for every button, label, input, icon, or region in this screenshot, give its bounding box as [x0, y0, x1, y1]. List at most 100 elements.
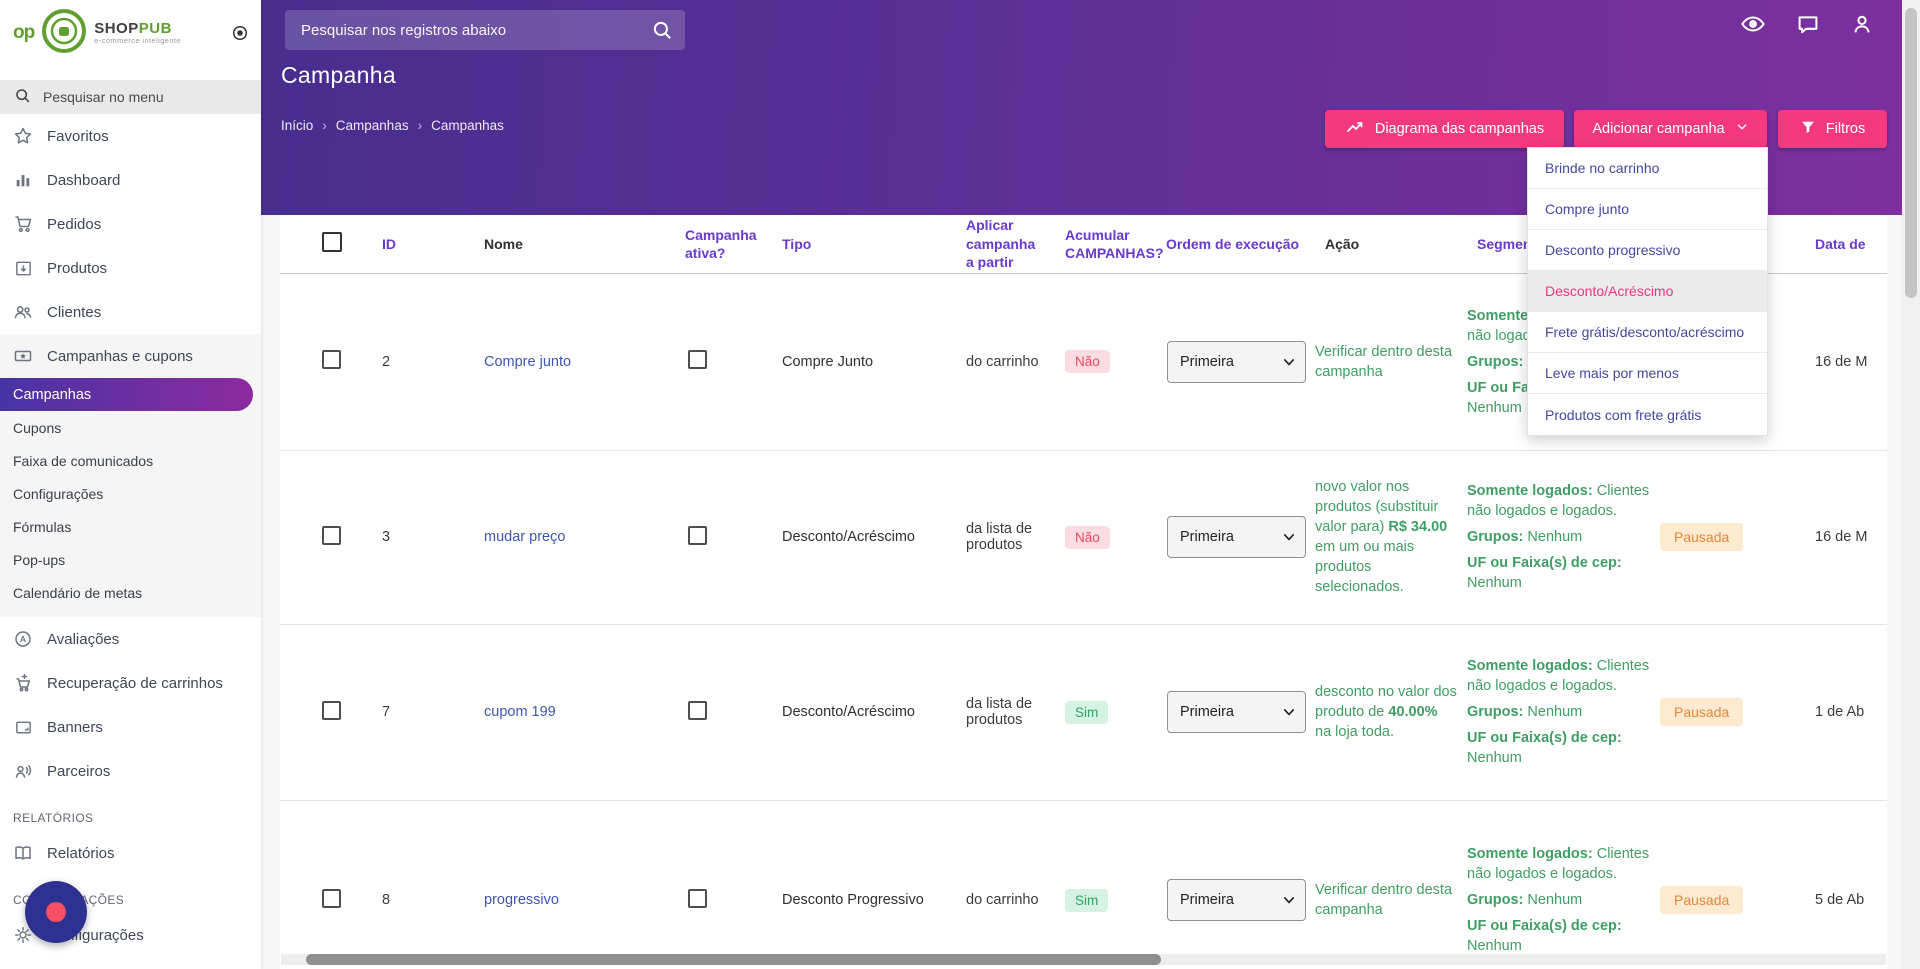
breadcrumb-separator: ›: [322, 118, 327, 133]
menu-item-produtos-frete-gratis[interactable]: Produtos com frete grátis: [1528, 394, 1767, 435]
sidebar-item-pedidos[interactable]: Pedidos: [0, 202, 261, 246]
section-relatorios-label: RELATÓRIOS: [13, 811, 94, 825]
campaign-diagram-label: Diagrama das campanhas: [1374, 121, 1545, 137]
vertical-scrollbar-thumb[interactable]: [1905, 8, 1917, 298]
chat-bubble-icon[interactable]: [1796, 12, 1820, 41]
add-campaign-label: Adicionar campanha: [1592, 121, 1725, 137]
row-select-checkbox[interactable]: [322, 700, 341, 720]
header-nome: Nome: [455, 215, 660, 274]
sidebar-item-campanhas-e-cupons[interactable]: Campanhas e cupons: [0, 334, 261, 378]
breadcrumb-campanhas[interactable]: Campanhas: [335, 118, 409, 133]
menu-item-frete-gratis-desconto[interactable]: Frete grátis/desconto/acréscimo: [1528, 312, 1767, 353]
campaign-active-checkbox[interactable]: [688, 525, 707, 545]
sidebar-item-favoritos[interactable]: Favoritos: [0, 114, 261, 158]
horizontal-scrollbar-thumb[interactable]: [306, 954, 1161, 965]
header-id[interactable]: ID: [360, 215, 455, 274]
sidebar-subitem-configuracoes[interactable]: Configurações: [13, 485, 104, 502]
execution-order-select[interactable]: Primeira: [1167, 879, 1306, 921]
topbar-icons: [1740, 12, 1874, 41]
row-select-checkbox[interactable]: [322, 350, 341, 369]
brand-text: SHOPPUB e-commerce inteligente: [94, 19, 181, 46]
cell-acao: Verificar dentro desta campanha: [1315, 882, 1453, 918]
header-data[interactable]: Data de: [1800, 215, 1887, 274]
execution-order-select[interactable]: Primeira: [1167, 691, 1306, 733]
vertical-scrollbar[interactable]: [1902, 0, 1920, 969]
preview-eye-icon[interactable]: [1740, 12, 1766, 41]
partner-icon: [13, 761, 33, 781]
campaign-name-link[interactable]: progressivo: [484, 892, 559, 908]
sidebar-subitem-calendario-de-metas[interactable]: Calendário de metas: [13, 584, 143, 601]
cell-aplicar: da lista de produtos: [966, 521, 1033, 553]
campaign-active-checkbox[interactable]: [688, 700, 707, 720]
menu-search-placeholder: Pesquisar no menu: [43, 89, 164, 105]
brand-header: op SHOPPUB e-commerce inteligente: [0, 0, 261, 66]
sidebar-item-produtos[interactable]: Produtos: [0, 246, 261, 290]
review-badge-icon: A: [13, 629, 33, 649]
users-icon: [13, 302, 33, 322]
cell-id: 3: [382, 529, 391, 545]
shoppub-logo-icon: [41, 8, 87, 59]
sidebar-item-recuperacao-de-carrinhos[interactable]: Recuperação de carrinhos: [0, 661, 261, 705]
cell-aplicar: da lista de produtos: [966, 696, 1033, 728]
sidebar-menu: Favoritos Dashboard Pedidos: [0, 114, 261, 957]
cell-acao: novo valor nos produtos (substituir valo…: [1315, 479, 1448, 595]
sidebar-subitem-faixa-de-comunicados[interactable]: Faixa de comunicados: [13, 452, 154, 469]
filters-button[interactable]: Filtros: [1778, 110, 1887, 148]
campaign-diagram-button[interactable]: Diagrama das campanhas: [1325, 110, 1564, 148]
sidebar-item-dashboard[interactable]: Dashboard: [0, 158, 261, 202]
sidebar-subitem-popups[interactable]: Pop-ups: [13, 551, 66, 568]
status-badge: Pausada: [1660, 886, 1744, 914]
cell-segmentacao: Somente logados: Clientes não logados e …: [1467, 483, 1650, 591]
search-icon[interactable]: [651, 19, 673, 46]
sidebar-subitem-campanhas-active[interactable]: Campanhas: [0, 378, 253, 411]
support-chat-widget[interactable]: [25, 881, 87, 943]
user-profile-icon[interactable]: [1850, 12, 1874, 41]
sidebar-collapse-toggle-icon[interactable]: [232, 25, 248, 41]
breadcrumb-home[interactable]: Início: [281, 118, 314, 133]
header-aplicar-campanha[interactable]: Aplicar campanha a partir: [953, 215, 1045, 274]
menu-search[interactable]: Pesquisar no menu: [0, 80, 261, 114]
sidebar-item-relatorios[interactable]: Relatórios: [0, 831, 261, 875]
sidebar-subitem-formulas[interactable]: Fórmulas: [13, 518, 72, 535]
row-select-checkbox[interactable]: [322, 525, 341, 545]
campaign-name-link[interactable]: Compre junto: [484, 353, 572, 370]
cell-data: 16 de M: [1815, 353, 1868, 370]
cell-tipo: Desconto/Acréscimo: [782, 529, 915, 545]
select-all-checkbox[interactable]: [322, 231, 342, 252]
filter-funnel-icon: [1800, 119, 1816, 139]
header-acumular[interactable]: Acumular CAMPANHAS?: [1045, 215, 1164, 274]
order-select-wrap: Primeira: [1167, 691, 1306, 733]
op-logo-mark: op: [13, 22, 35, 43]
add-campaign-button[interactable]: Adicionar campanha: [1574, 110, 1767, 148]
records-search-input[interactable]: [285, 10, 685, 50]
gear-icon: [13, 925, 33, 945]
breadcrumb-current: Campanhas: [431, 118, 504, 133]
sidebar-item-avaliacoes[interactable]: A Avaliações: [0, 617, 261, 661]
menu-item-leve-mais-por-menos[interactable]: Leve mais por menos: [1528, 353, 1767, 394]
table-row: 8 progressivo Desconto Progressivo do ca…: [280, 800, 1887, 969]
campaign-name-link[interactable]: mudar preço: [484, 529, 566, 545]
order-select-wrap: Primeira: [1167, 516, 1306, 558]
campaign-name-link[interactable]: cupom 199: [484, 704, 556, 720]
header-ordem-execucao[interactable]: Ordem de execução: [1137, 215, 1310, 274]
header-campanha-ativa[interactable]: Campanha ativa?: [660, 215, 770, 274]
execution-order-select[interactable]: Primeira: [1167, 516, 1306, 558]
trending-up-icon: [1345, 117, 1365, 141]
star-icon: [13, 126, 33, 146]
campaign-active-checkbox[interactable]: [688, 888, 707, 908]
cart-recovery-icon: [13, 673, 33, 693]
header-tipo[interactable]: Tipo: [770, 215, 953, 274]
menu-item-brinde-no-carrinho[interactable]: Brinde no carrinho: [1528, 148, 1767, 189]
menu-item-compre-junto[interactable]: Compre junto: [1528, 189, 1767, 230]
sidebar-item-banners[interactable]: Banners: [0, 705, 261, 749]
horizontal-scrollbar[interactable]: [281, 954, 1886, 965]
campaign-active-checkbox[interactable]: [688, 350, 707, 369]
sidebar-item-clientes[interactable]: Clientes: [0, 290, 261, 334]
sidebar-subitem-cupons[interactable]: Cupons: [13, 419, 62, 436]
menu-item-desconto-acrescimo[interactable]: Desconto/Acréscimo: [1528, 271, 1767, 312]
sidebar-item-parceiros[interactable]: Parceiros: [0, 749, 261, 793]
row-select-checkbox[interactable]: [322, 888, 341, 908]
menu-item-desconto-progressivo[interactable]: Desconto progressivo: [1528, 230, 1767, 271]
execution-order-select[interactable]: Primeira: [1167, 340, 1306, 383]
